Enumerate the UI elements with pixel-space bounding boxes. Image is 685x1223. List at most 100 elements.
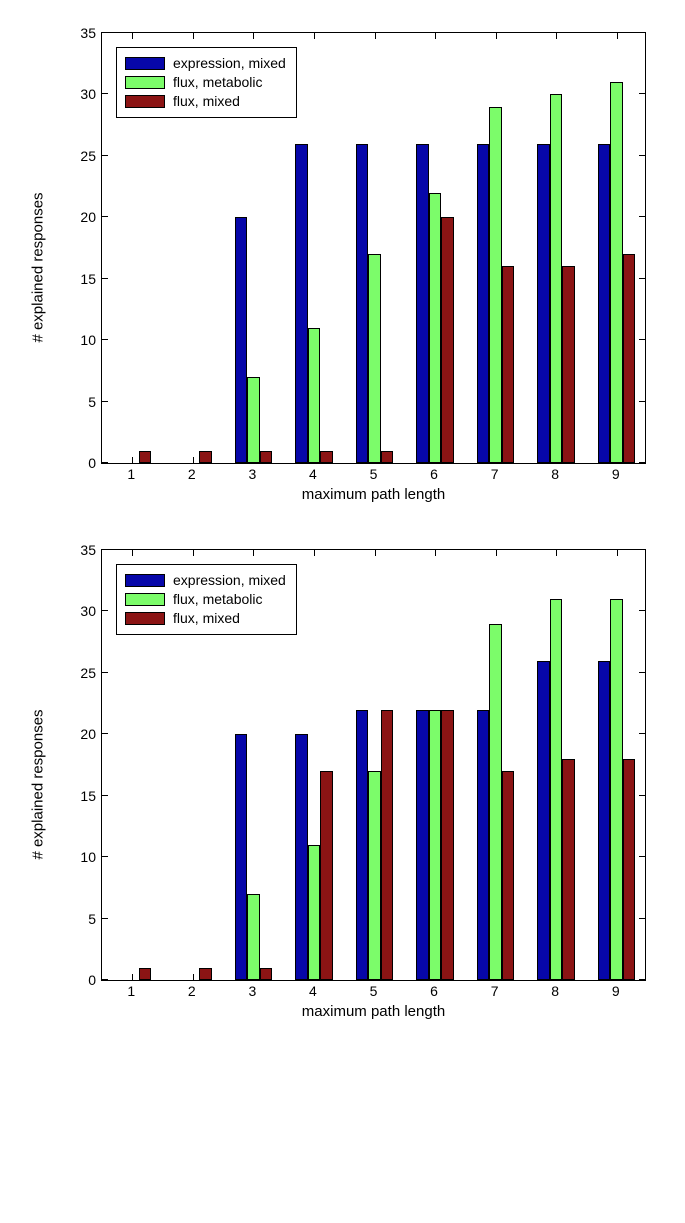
legend-item: expression, mixed xyxy=(125,571,286,590)
bar-flux_mixed xyxy=(623,254,636,463)
y-tick-mark xyxy=(102,979,108,980)
bar-flux_mixed xyxy=(502,771,515,980)
bar-expression_mixed xyxy=(295,734,308,980)
x-tick-label: 5 xyxy=(370,466,378,482)
x-tick-label: 3 xyxy=(248,983,256,999)
bar-flux_metabolic xyxy=(368,771,381,980)
y-tick-mark xyxy=(639,401,645,402)
x-tick-label: 8 xyxy=(551,466,559,482)
bar-expression_mixed xyxy=(416,144,429,463)
legend-label: flux, mixed xyxy=(173,609,240,628)
bar-flux_metabolic xyxy=(550,94,563,463)
bar-flux_metabolic xyxy=(247,894,260,980)
x-tick-label: 7 xyxy=(491,983,499,999)
bar-flux_mixed xyxy=(260,451,273,463)
y-tick-label: 30 xyxy=(80,604,102,618)
x-tick-mark xyxy=(132,550,133,556)
bar-flux_mixed xyxy=(623,759,636,980)
bar-flux_mixed xyxy=(139,968,152,980)
y-tick-label: 10 xyxy=(80,333,102,347)
bar-expression_mixed xyxy=(416,710,429,980)
y-tick-mark xyxy=(102,155,108,156)
y-tick-mark xyxy=(102,856,108,857)
bar-expression_mixed xyxy=(235,734,248,980)
y-tick-label: 25 xyxy=(80,149,102,163)
x-tick-label: 4 xyxy=(309,983,317,999)
legend-label: flux, metabolic xyxy=(173,590,262,609)
plot-area: 05101520253035expression, mixedflux, met… xyxy=(101,549,646,981)
y-tick-mark xyxy=(639,733,645,734)
y-tick-mark xyxy=(102,278,108,279)
x-tick-label: 5 xyxy=(370,983,378,999)
y-tick-mark xyxy=(102,795,108,796)
y-tick-label: 15 xyxy=(80,789,102,803)
y-tick-mark xyxy=(102,93,108,94)
bar-flux_mixed xyxy=(441,217,454,463)
x-tick-label: 1 xyxy=(127,983,135,999)
x-tick-label: 8 xyxy=(551,983,559,999)
y-tick-label: 30 xyxy=(80,87,102,101)
legend-item: expression, mixed xyxy=(125,54,286,73)
x-axis-label: maximum path length xyxy=(101,486,646,503)
legend-swatch xyxy=(125,57,165,70)
x-tick-mark xyxy=(193,33,194,39)
x-tick-label: 2 xyxy=(188,983,196,999)
bar-flux_mixed xyxy=(562,266,575,463)
x-tick-mark xyxy=(435,33,436,39)
bar-flux_mixed xyxy=(320,771,333,980)
y-tick-mark xyxy=(639,155,645,156)
y-tick-label: 25 xyxy=(80,666,102,680)
x-tick-mark xyxy=(617,33,618,39)
x-tick-mark xyxy=(253,550,254,556)
bar-flux_mixed xyxy=(381,451,394,463)
y-tick-mark xyxy=(639,918,645,919)
bar-expression_mixed xyxy=(598,661,611,980)
x-tick-label: 1 xyxy=(127,466,135,482)
x-axis-label: maximum path length xyxy=(101,1003,646,1020)
chart-panel-0: # explained responses 05101520253035expre… xyxy=(15,32,670,503)
x-tick-label: 6 xyxy=(430,466,438,482)
x-tick-mark xyxy=(132,33,133,39)
x-tick-mark xyxy=(132,974,133,980)
y-tick-mark xyxy=(639,549,645,550)
bar-flux_metabolic xyxy=(489,624,502,980)
legend: expression, mixedflux, metabolicflux, mi… xyxy=(116,564,297,635)
bar-expression_mixed xyxy=(598,144,611,463)
bar-flux_metabolic xyxy=(610,82,623,463)
bar-flux_mixed xyxy=(502,266,515,463)
bar-expression_mixed xyxy=(235,217,248,463)
legend-item: flux, mixed xyxy=(125,92,286,111)
x-tick-label: 9 xyxy=(612,983,620,999)
x-tick-mark xyxy=(193,974,194,980)
y-axis-label: # explained responses xyxy=(27,549,49,1020)
bar-flux_mixed xyxy=(199,968,212,980)
legend-item: flux, mixed xyxy=(125,609,286,628)
y-tick-mark xyxy=(102,462,108,463)
legend: expression, mixedflux, metabolicflux, mi… xyxy=(116,47,297,118)
y-axis-label-text: # explained responses xyxy=(30,192,47,342)
x-tick-mark xyxy=(193,550,194,556)
bar-expression_mixed xyxy=(477,710,490,980)
legend-label: expression, mixed xyxy=(173,54,286,73)
x-tick-label: 3 xyxy=(248,466,256,482)
bar-expression_mixed xyxy=(537,661,550,980)
y-tick-label: 5 xyxy=(88,912,102,926)
legend-label: flux, metabolic xyxy=(173,73,262,92)
y-tick-mark xyxy=(102,216,108,217)
plot-area: 05101520253035expression, mixedflux, met… xyxy=(101,32,646,464)
y-tick-mark xyxy=(639,339,645,340)
bar-expression_mixed xyxy=(477,144,490,463)
y-tick-label: 15 xyxy=(80,272,102,286)
y-tick-mark xyxy=(102,733,108,734)
x-tick-mark xyxy=(617,550,618,556)
x-tick-mark xyxy=(496,550,497,556)
figure: # explained responses 05101520253035expre… xyxy=(0,0,685,1223)
x-tick-mark xyxy=(193,457,194,463)
x-tick-mark xyxy=(556,550,557,556)
bar-expression_mixed xyxy=(356,144,369,463)
y-axis-label: # explained responses xyxy=(27,32,49,503)
x-tick-label: 6 xyxy=(430,983,438,999)
legend-swatch xyxy=(125,574,165,587)
chart-panel-1: # explained responses 05101520253035expre… xyxy=(15,549,670,1020)
bar-flux_metabolic xyxy=(308,845,321,980)
